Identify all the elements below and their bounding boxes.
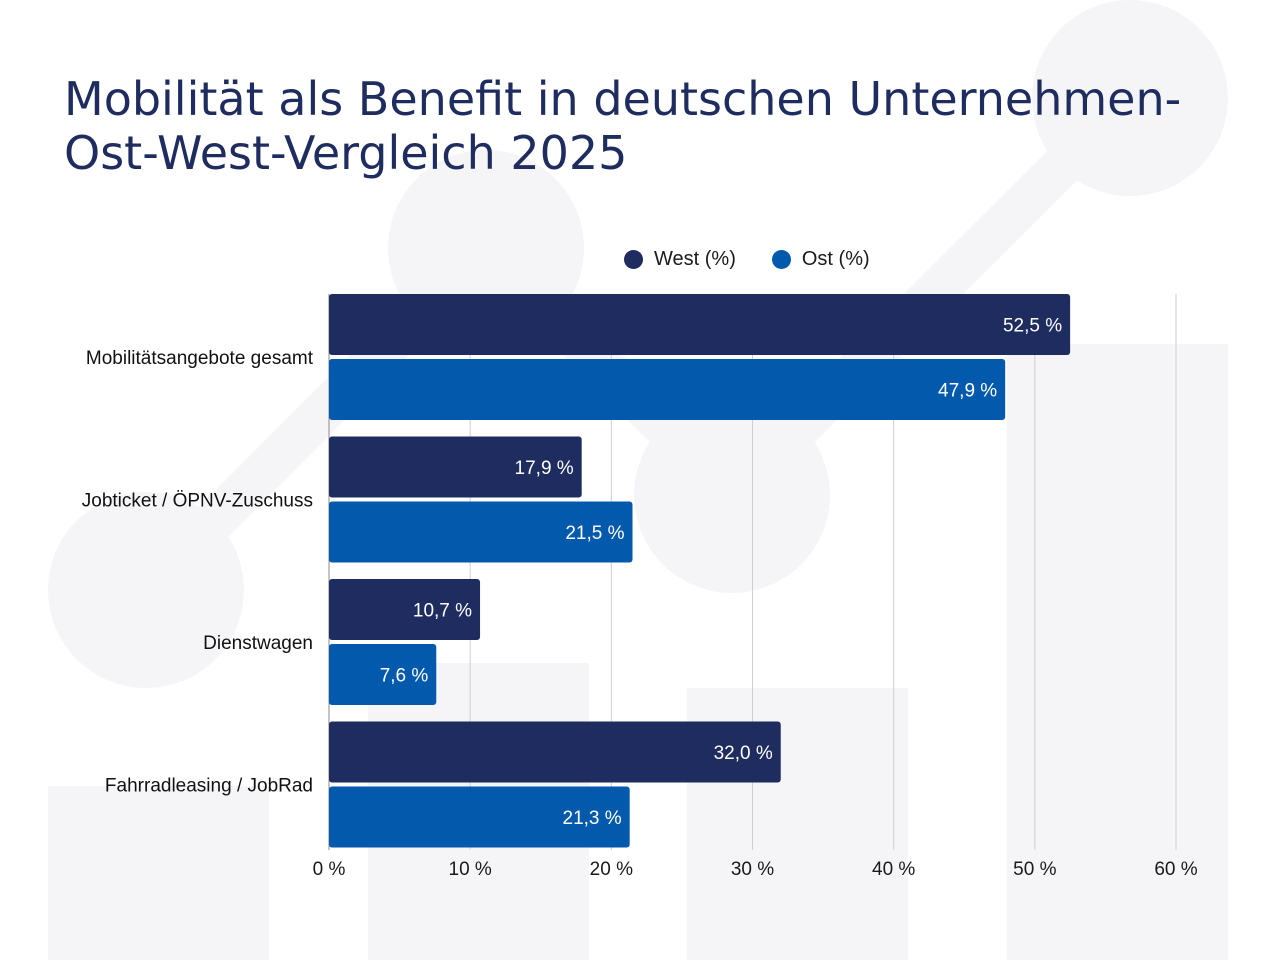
category-label: Jobticket / ÖPNV-Zuschuss <box>82 491 313 512</box>
category-label: Dienstwagen <box>203 633 313 654</box>
bar-ost <box>329 644 437 705</box>
bar-west <box>329 579 481 640</box>
chart-title: Mobilität als Benefit in deutschen Unter… <box>64 72 1244 180</box>
bar-west <box>329 294 1071 355</box>
category-label: Mobilitätsangebote gesamt <box>86 348 314 369</box>
data-label: 32,0 % <box>714 743 773 764</box>
bar-ost <box>329 786 630 848</box>
bars <box>329 294 1071 848</box>
x-tick-label: 60 % <box>1154 859 1197 880</box>
x-tick-label: 10 % <box>449 859 492 880</box>
data-label: 17,9 % <box>515 458 574 479</box>
legend-dot-west <box>624 249 643 269</box>
legend-dot-ost <box>771 249 791 269</box>
data-label: 10,7 % <box>413 601 472 622</box>
legend-label-west: West (%) <box>654 247 736 270</box>
x-tick-label: 30 % <box>731 859 774 880</box>
data-label: 21,5 % <box>565 523 624 544</box>
bar-west <box>329 436 582 498</box>
x-tick-label: 40 % <box>872 859 915 880</box>
data-label: 47,9 % <box>938 381 997 402</box>
bar-ost <box>329 359 1006 420</box>
x-tick-label: 50 % <box>1013 859 1056 880</box>
x-tick-label: 0 % <box>313 859 346 880</box>
category-label: Fahrradleasing / JobRad <box>105 776 313 797</box>
labels: 0 % 10 % 20 % 30 % 40 % 50 % 60 % 52,5 % 47,9 % M… <box>82 316 1198 881</box>
chart-title-line-2: Ost-West-Vergleich 2025 <box>64 126 628 180</box>
data-label: 21,3 % <box>563 808 622 829</box>
legend-item-west: West (%) <box>624 248 736 271</box>
data-label: 52,5 % <box>1003 316 1062 337</box>
data-label: 7,6 % <box>380 666 429 687</box>
x-tick-label: 20 % <box>590 859 633 880</box>
legend-label-ost: Ost (%) <box>801 247 870 270</box>
legend: West (%) Ost (%) <box>624 246 870 272</box>
bar-ost <box>329 501 633 563</box>
chart-title-line-1: Mobilität als Benefit in deutschen Unter… <box>64 72 1182 126</box>
legend-item-ost: Ost (%) <box>771 247 870 271</box>
bar-west <box>329 721 781 783</box>
